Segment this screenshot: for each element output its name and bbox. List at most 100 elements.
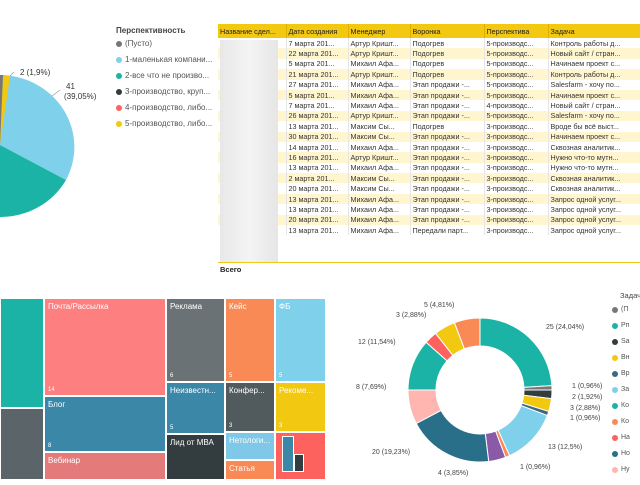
table-cell: 3-производс... [484,141,549,153]
table-cell: Михаил Афа... [348,89,411,101]
pie-slice-2-vse[interactable] [0,145,66,218]
table-cell: Этап продажи -... [410,141,485,153]
donut-legend-item[interactable]: Рп [612,322,629,329]
treemap-tile-blog[interactable]: Блог 8 [44,396,166,452]
table-row[interactable]: 7 марта 201... Михаил Афа... Этап продажи … [218,100,640,111]
donut-label: 13 (12,5%) [548,444,583,451]
donut-legend-item[interactable]: Ну [612,466,630,473]
table-row[interactable]: 5 марта 201... Михаил Афа... Подогрев 5-про… [218,58,640,70]
donut-legend-item[interactable]: Ко [612,418,629,425]
pie-label-blue-pct: (39,05%) [64,92,97,101]
table-cell: Этап продажи -... [410,110,485,122]
treemap-tile-left-gray[interactable] [0,408,44,480]
treemap-tile-webinar[interactable]: Вебинар [44,452,166,480]
legend-label: На [621,434,630,441]
legend-dot-icon [612,386,618,393]
table-cell: Михаил Афа... [348,225,411,236]
legend-label: Вр [621,370,630,377]
col-header-manager[interactable]: Менеджер [348,24,411,38]
table-row[interactable]: 16 марта 201... Артур Кришт... Этап продаж… [218,152,640,163]
donut-legend-item[interactable]: Вр [612,370,630,377]
table-row[interactable]: 20 марта 201... Максим Сы... Этап продажи … [218,183,640,194]
table-cell: 22 марта 201... [286,48,349,59]
table-row[interactable]: 13 марта 201... Максим Сы... Подогрев 3-про… [218,121,640,132]
donut-slice-0[interactable] [479,317,553,388]
pie-legend-item-4[interactable]: 4-производство, либо... [116,103,212,112]
table-row[interactable]: 20 марта 201... Михаил Афа... Этап продажи… [218,214,640,226]
tile-label: Конфер... [229,386,265,395]
legend-label: Вн [621,354,630,361]
table-row[interactable]: 27 марта 201... Михаил Афа... Этап продажи… [218,79,640,90]
donut-legend-item[interactable]: Sa [612,338,630,345]
table-cell: Артур Кришт... [348,110,411,122]
table-cell: Михаил Афа... [348,193,411,205]
treemap-tile-fb[interactable]: ФБ 5 [275,298,326,382]
treemap-tile-unknown[interactable]: Неизвестн... 5 [166,382,225,434]
tile-label: Блог [48,400,66,409]
treemap-tile-conference[interactable]: Конфер... 3 [225,382,275,432]
donut-legend-item[interactable]: Ко [612,402,629,409]
pie-slice-empty[interactable] [0,75,3,145]
treemap-tile-ads[interactable]: Реклама 6 [166,298,225,382]
treemap-tile-dark-small[interactable] [294,454,304,472]
pie-slice-1-malenkaya[interactable] [0,75,75,180]
pie-legend-item-1[interactable]: 1-маленькая компани... [116,55,212,64]
pie-legend-item-5[interactable]: 5-производство, либо... [116,119,212,128]
table-cell: Этап продажи -... [410,131,485,142]
table-row[interactable]: 7 марта 201... Артур Кришт... Подогрев 5-пр… [218,38,640,49]
table-row[interactable]: 5 марта 201... Михаил Афа... Этап продажи … [218,89,640,101]
pie-legend-item-empty[interactable]: (Пусто) [116,39,152,48]
table-row[interactable]: 26 марта 201... Артур Кришт... Этап продаж… [218,110,640,122]
col-header-deal-name[interactable]: Название сдел... [218,24,287,38]
legend-label: Рп [621,322,630,329]
col-header-task[interactable]: Задача [548,24,640,38]
tile-label: Неизвестн... [170,386,216,395]
treemap-tile-left-teal[interactable] [0,298,44,408]
table-cell: Этап продажи -... [410,162,485,174]
treemap-tile-mba[interactable]: Лид от МВА [166,434,225,480]
legend-label: Sa [621,338,630,345]
table-row[interactable]: 22 марта 201... Артур Кришт... Подогрев 5-п… [218,48,640,59]
col-header-funnel[interactable]: Воронка [410,24,485,38]
table-row[interactable]: 2 марта 201... Максим Сы... Этап продажи -… [218,173,640,184]
tile-label: Кейс [229,302,247,311]
treemap-tile-netology[interactable]: Нетологи... [225,432,275,460]
donut-slice-13[interactable] [453,317,481,350]
legend-label: 1-маленькая компани... [125,55,213,64]
donut-legend-item[interactable]: Но [612,450,630,457]
tile-count: 5 [170,425,174,431]
legend-label: Ко [621,402,629,409]
donut-legend-item[interactable]: На [612,434,630,441]
col-header-perspective[interactable]: Перспектива [484,24,549,38]
table-row[interactable]: 21 марта 201... Артур Кришт... Подогрев 5-п… [218,69,640,80]
donut-legend-item[interactable]: (П [612,306,628,313]
treemap-tile-case[interactable]: Кейс 5 [225,298,275,382]
treemap-tile-recommend[interactable]: Рекоме... 3 [275,382,326,432]
table-cell: Начинаем проект с... [548,58,640,70]
table-cell: 14 марта 201... [286,141,349,153]
treemap-tile-article[interactable]: Статья [225,460,275,480]
table-cell: 5-производс... [484,48,549,59]
table-row[interactable]: 13 марта 201... Михаил Афа... Этап продажи… [218,193,640,205]
legend-label: 5-производство, либо... [125,119,213,128]
pie-legend-title: Перспективность [116,26,186,35]
legend-label: За [621,386,630,393]
table-cell: 30 марта 201... [286,131,349,142]
table-cell: Вроде бы всё выст... [548,121,640,132]
table-row[interactable]: 13 марта 201... Михаил Афа... Передали пар… [218,225,640,236]
col-header-created[interactable]: Дата создания [286,24,349,38]
table-row[interactable]: 30 марта 201... Максим Сы... Этап продажи … [218,131,640,142]
table-row[interactable]: 13 марта 201... Михаил Афа... Этап продажи… [218,162,640,174]
treemap-tile-mail[interactable]: Почта/Рассылка 14 [44,298,166,396]
pie-slice-5-proizvodstvo[interactable] [0,75,10,145]
legend-dot-icon [116,40,122,47]
treemap-tile-blue-small[interactable] [282,436,294,472]
table-cell: Этап продажи -... [410,183,485,194]
pie-legend-item-3[interactable]: 3-производство, круп... [116,87,210,96]
tile-label: Нетологи... [229,436,271,445]
table-row[interactable]: 14 марта 201... Михаил Афа... Этап продажи… [218,141,640,153]
pie-legend-item-2[interactable]: 2-все что не произво... [116,71,209,80]
donut-legend-item[interactable]: За [612,386,629,393]
table-row[interactable]: 13 марта 201... Михаил Афа... Этап продажи… [218,204,640,215]
donut-legend-item[interactable]: Вн [612,354,630,361]
